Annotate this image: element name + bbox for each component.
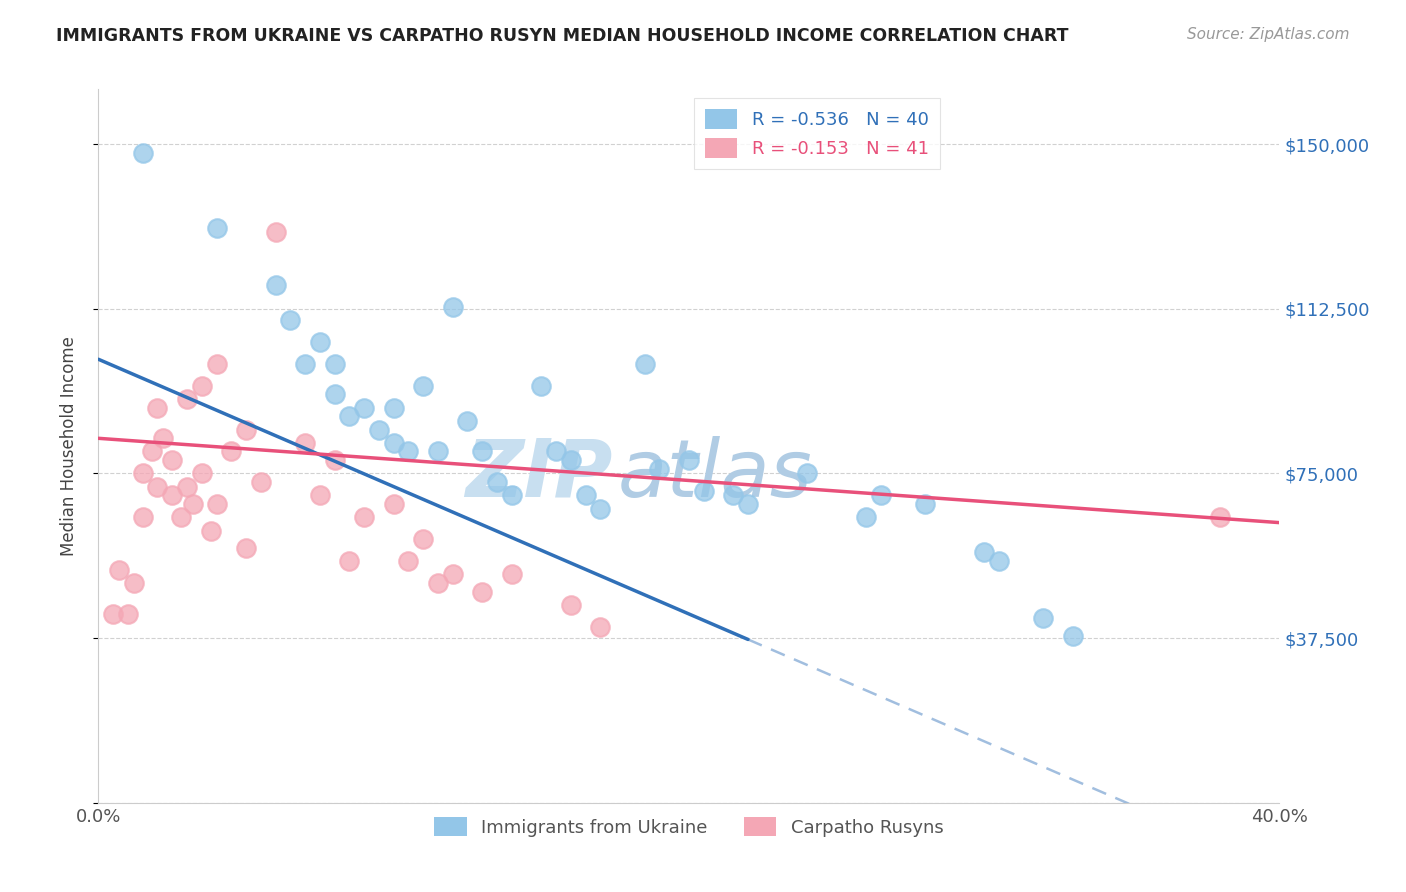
- Point: [353, 401, 375, 415]
- Point: [353, 510, 375, 524]
- Point: [205, 220, 228, 235]
- Point: [132, 510, 155, 524]
- Point: [176, 480, 198, 494]
- Point: [560, 453, 582, 467]
- Point: [181, 497, 204, 511]
- Point: [108, 563, 131, 577]
- Point: [471, 585, 494, 599]
- Point: [170, 510, 193, 524]
- Point: [323, 387, 346, 401]
- Point: [575, 488, 598, 502]
- Point: [427, 444, 450, 458]
- Point: [589, 620, 612, 634]
- Point: [323, 453, 346, 467]
- Point: [973, 545, 995, 559]
- Point: [441, 300, 464, 314]
- Point: [412, 533, 434, 547]
- Point: [339, 409, 361, 424]
- Point: [235, 541, 257, 555]
- Point: [546, 444, 568, 458]
- Point: [235, 423, 257, 437]
- Point: [162, 453, 183, 467]
- Point: [693, 483, 716, 498]
- Point: [589, 501, 612, 516]
- Point: [132, 145, 155, 160]
- Point: [141, 444, 163, 458]
- Point: [294, 357, 316, 371]
- Point: [1062, 629, 1084, 643]
- Legend: Immigrants from Ukraine, Carpatho Rusyns: Immigrants from Ukraine, Carpatho Rusyns: [427, 809, 950, 844]
- Point: [368, 423, 391, 437]
- Point: [398, 554, 420, 568]
- Point: [146, 401, 169, 415]
- Point: [309, 488, 332, 502]
- Point: [560, 598, 582, 612]
- Point: [309, 334, 332, 349]
- Y-axis label: Median Household Income: Median Household Income: [59, 336, 77, 556]
- Point: [1032, 611, 1054, 625]
- Point: [486, 475, 509, 490]
- Point: [678, 453, 700, 467]
- Point: [103, 607, 125, 621]
- Point: [382, 435, 405, 450]
- Point: [441, 567, 464, 582]
- Point: [501, 488, 523, 502]
- Point: [132, 467, 155, 481]
- Point: [191, 467, 214, 481]
- Point: [280, 312, 302, 326]
- Point: [152, 431, 174, 445]
- Point: [501, 567, 523, 582]
- Point: [634, 357, 657, 371]
- Point: [914, 497, 936, 511]
- Text: Source: ZipAtlas.com: Source: ZipAtlas.com: [1187, 27, 1350, 42]
- Point: [191, 378, 214, 392]
- Point: [339, 554, 361, 568]
- Point: [648, 462, 671, 476]
- Point: [796, 467, 818, 481]
- Text: atlas: atlas: [619, 435, 813, 514]
- Point: [323, 357, 346, 371]
- Point: [146, 480, 169, 494]
- Point: [162, 488, 183, 502]
- Point: [294, 435, 316, 450]
- Point: [250, 475, 273, 490]
- Point: [176, 392, 198, 406]
- Point: [530, 378, 553, 392]
- Point: [855, 510, 877, 524]
- Point: [457, 414, 479, 428]
- Point: [382, 497, 405, 511]
- Point: [471, 444, 494, 458]
- Point: [427, 576, 450, 591]
- Point: [1209, 510, 1232, 524]
- Point: [205, 497, 228, 511]
- Point: [723, 488, 745, 502]
- Point: [264, 225, 287, 239]
- Point: [398, 444, 420, 458]
- Point: [382, 401, 405, 415]
- Point: [988, 554, 1011, 568]
- Text: IMMIGRANTS FROM UKRAINE VS CARPATHO RUSYN MEDIAN HOUSEHOLD INCOME CORRELATION CH: IMMIGRANTS FROM UKRAINE VS CARPATHO RUSY…: [56, 27, 1069, 45]
- Point: [737, 497, 759, 511]
- Point: [117, 607, 139, 621]
- Point: [122, 576, 145, 591]
- Text: ZIP: ZIP: [465, 435, 612, 514]
- Point: [412, 378, 434, 392]
- Point: [205, 357, 228, 371]
- Point: [221, 444, 243, 458]
- Point: [200, 524, 222, 538]
- Point: [264, 277, 287, 292]
- Point: [870, 488, 893, 502]
